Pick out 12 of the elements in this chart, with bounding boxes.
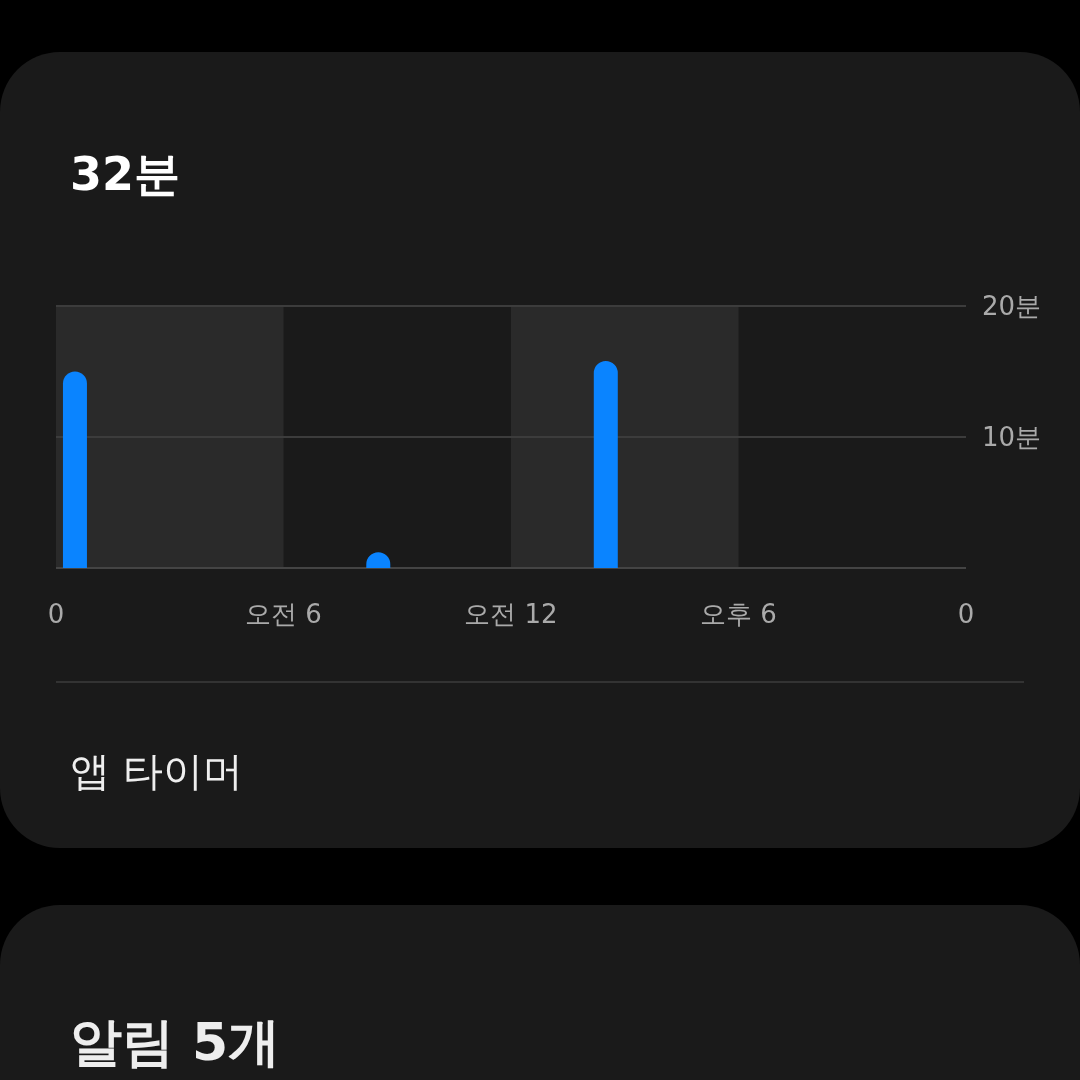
text: 알림 5개 (70, 1012, 281, 1072)
x-tick-label: 오전 12 (464, 599, 558, 629)
bar (593, 361, 618, 568)
text: 앱 타이머 (70, 748, 243, 794)
x-tick-label: 0 (957, 599, 975, 629)
y-tick-label: 10분 (982, 422, 1042, 452)
x-tick-label: 오전 6 (245, 599, 322, 629)
y-tick-label: 20분 (982, 291, 1042, 321)
chart-title: 32분 (70, 147, 181, 201)
bar (62, 371, 87, 568)
x-tick-label: 오후 6 (700, 599, 777, 629)
x-tick-label: 0 (47, 599, 65, 629)
